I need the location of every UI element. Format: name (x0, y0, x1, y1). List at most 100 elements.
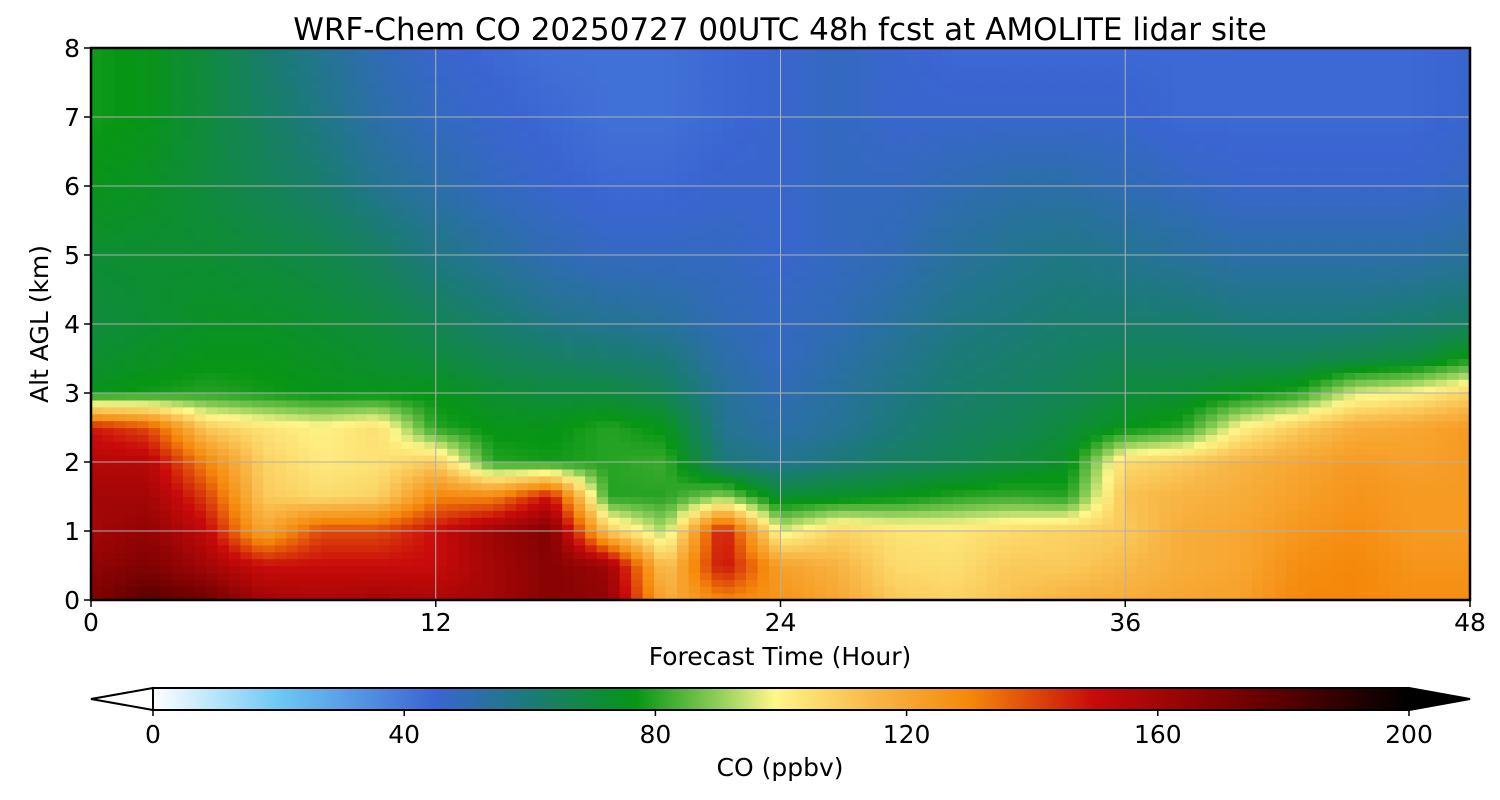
heatmap-cell (1366, 365, 1379, 373)
heatmap-cell (182, 393, 196, 401)
heatmap-cell (608, 517, 621, 525)
heatmap-cell (929, 531, 942, 539)
heatmap-cell (677, 482, 690, 491)
heatmap-cell (240, 462, 253, 470)
heatmap-cell (263, 324, 276, 332)
heatmap-cell (1033, 337, 1046, 346)
heatmap-cell (585, 406, 598, 415)
heatmap-cell (1263, 572, 1276, 580)
heatmap-cell (1125, 455, 1138, 463)
heatmap-cell (665, 558, 678, 567)
heatmap-cell (171, 351, 184, 360)
heatmap-cell (987, 324, 1000, 332)
heatmap-cell (1228, 344, 1241, 353)
heatmap-cell (998, 441, 1011, 449)
heatmap-cell (251, 572, 264, 580)
heatmap-cell (1297, 337, 1310, 346)
heatmap-cell (757, 551, 770, 560)
heatmap-cell (102, 406, 115, 415)
heatmap-cell (1240, 413, 1253, 422)
heatmap-cell (136, 310, 150, 318)
heatmap-cell (343, 351, 356, 360)
heatmap-cell (1113, 586, 1126, 594)
heatmap-cell (1332, 475, 1345, 484)
heatmap-cell (1251, 427, 1264, 435)
heatmap-cell (527, 565, 540, 573)
heatmap-cell (1320, 489, 1333, 498)
heatmap-cell (251, 427, 264, 435)
heatmap-cell (1010, 441, 1023, 449)
heatmap-cell (355, 379, 368, 387)
heatmap-cell (102, 351, 115, 360)
heatmap-cell (585, 427, 598, 435)
heatmap-cell (171, 551, 184, 560)
heatmap-cell (435, 317, 448, 325)
heatmap-cell (608, 482, 621, 491)
heatmap-cell (803, 468, 816, 477)
heatmap-cell (837, 330, 851, 339)
heatmap-cell (148, 565, 161, 573)
heatmap-cell (320, 324, 333, 332)
heatmap-cell (1355, 517, 1368, 525)
heatmap-cell (504, 351, 517, 360)
heatmap-cell (964, 537, 977, 546)
heatmap-cell (746, 365, 759, 373)
heatmap-cell (642, 544, 655, 553)
heatmap-cell (320, 317, 333, 325)
heatmap-cell (320, 517, 333, 525)
heatmap-cell (1171, 544, 1184, 553)
heatmap-cell (941, 489, 954, 498)
heatmap-cell (941, 468, 954, 477)
heatmap-cell (1251, 365, 1264, 373)
heatmap-cell (631, 317, 644, 325)
heatmap-cell (136, 427, 150, 435)
heatmap-cell (1044, 399, 1057, 408)
heatmap-cell (826, 586, 839, 594)
heatmap-cell (596, 551, 609, 560)
heatmap-cell (1171, 413, 1184, 422)
heatmap-cell (1424, 434, 1437, 442)
heatmap-cell (297, 379, 310, 387)
heatmap-cell (734, 510, 747, 518)
heatmap-cell (1447, 337, 1460, 346)
heatmap-cell (1309, 544, 1322, 553)
heatmap-cell (389, 379, 402, 387)
heatmap-cell (1159, 579, 1172, 587)
heatmap-cell (883, 544, 897, 553)
heatmap-cell (286, 324, 299, 332)
heatmap-cell (585, 593, 598, 600)
heatmap-cell (677, 372, 690, 380)
heatmap-cell (159, 324, 173, 332)
heatmap-cell (493, 448, 506, 456)
heatmap-cell (1424, 482, 1437, 491)
heatmap-cell (677, 551, 690, 560)
heatmap-cell (837, 344, 851, 353)
heatmap-cell (700, 455, 713, 463)
heatmap-cell (171, 531, 184, 539)
heatmap-cell (757, 579, 770, 587)
heatmap-cell (1067, 558, 1080, 567)
heatmap-cell (297, 317, 310, 325)
heatmap-cell (1240, 496, 1253, 504)
heatmap-cell (1447, 517, 1460, 525)
heatmap-cell (1010, 427, 1023, 435)
heatmap-cell (573, 475, 586, 484)
heatmap-cell (1056, 558, 1069, 567)
heatmap-cell (493, 420, 506, 429)
heatmap-cell (1412, 379, 1425, 387)
heatmap-cell (228, 489, 241, 498)
heatmap-cell (608, 496, 621, 504)
heatmap-cell (1102, 586, 1115, 594)
heatmap-cell (1102, 524, 1115, 532)
heatmap-cell (975, 565, 988, 573)
heatmap-cell (1401, 324, 1414, 332)
heatmap-cell (608, 337, 621, 346)
heatmap-cell (412, 462, 425, 470)
heatmap-cell (1458, 510, 1470, 518)
heatmap-cell (1251, 468, 1264, 477)
heatmap-cell (573, 572, 586, 580)
heatmap-cell (1297, 330, 1310, 339)
heatmap-cell (814, 537, 828, 546)
heatmap-cell (263, 462, 276, 470)
heatmap-cell (573, 379, 586, 387)
